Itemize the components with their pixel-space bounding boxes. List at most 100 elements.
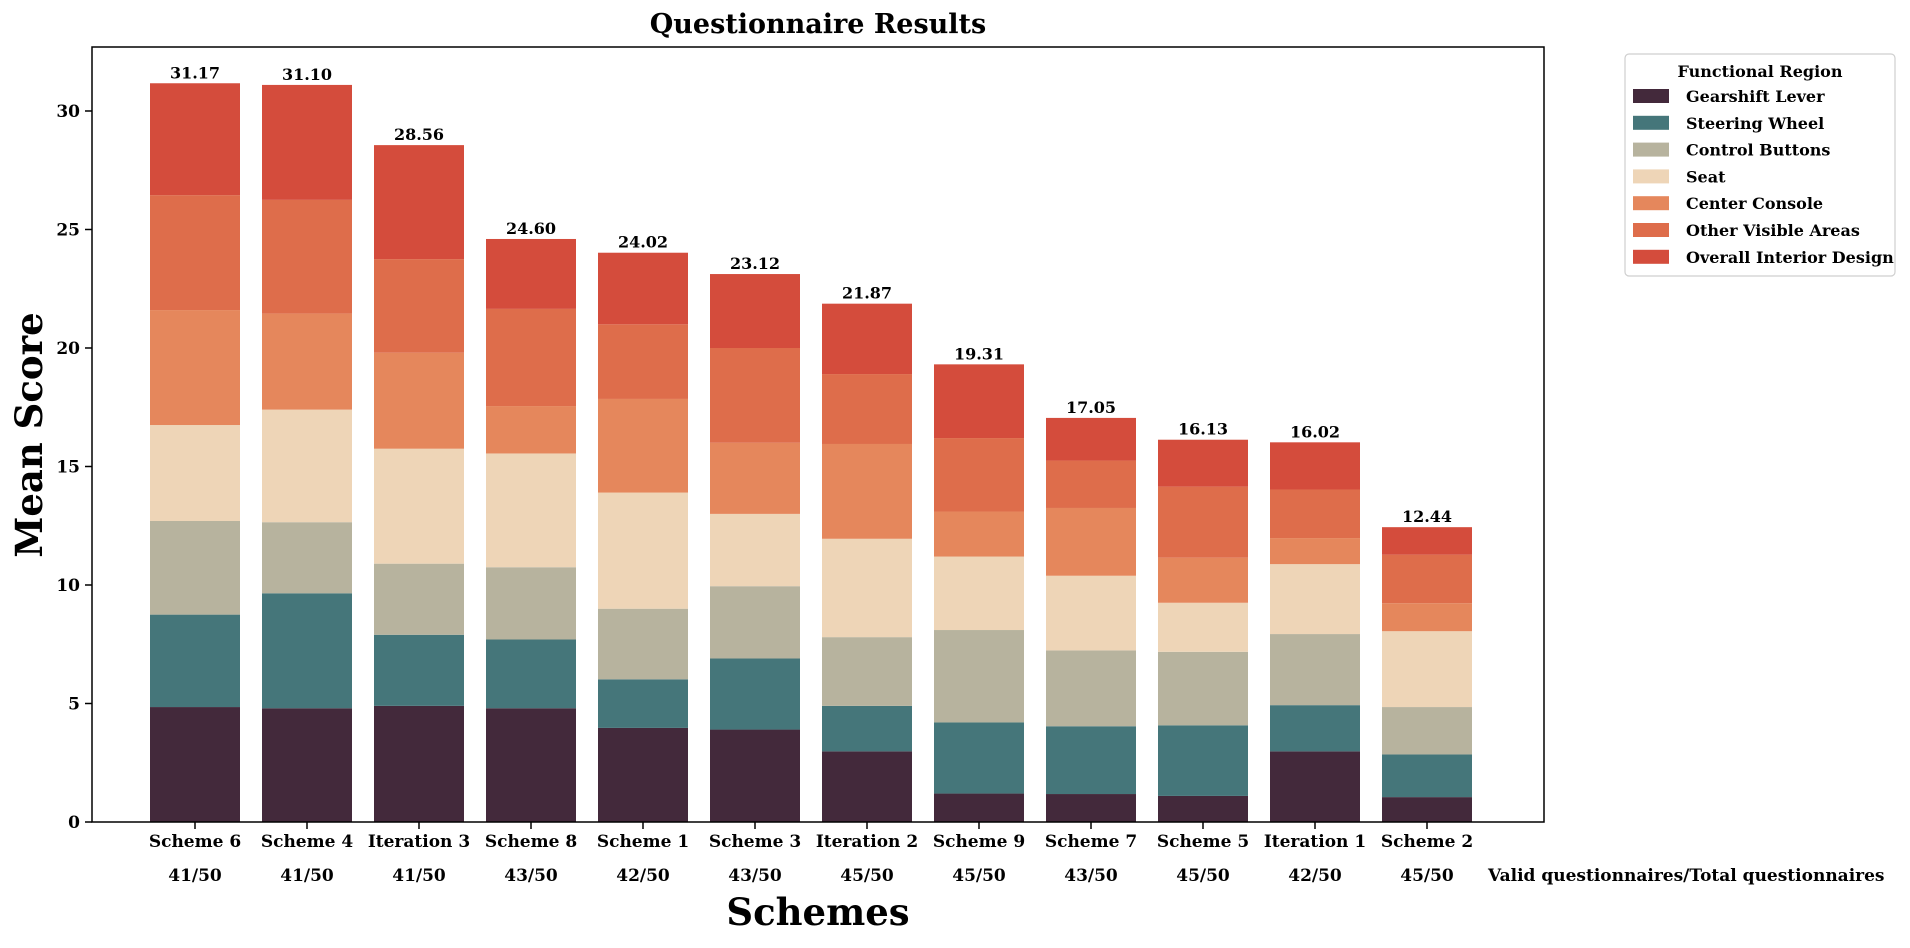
legend-swatch	[1633, 196, 1669, 211]
bar-segment	[1270, 564, 1360, 635]
total-data-label: 19.31	[954, 344, 1004, 363]
bar-segment	[934, 630, 1024, 723]
y-tick-label: 20	[56, 339, 80, 359]
bar-segment	[1158, 439, 1248, 487]
bar-segment	[934, 364, 1024, 439]
bar-segment	[1046, 507, 1136, 576]
x-tick-label: Iteration 3	[368, 832, 470, 852]
legend-entry: Steering Wheel	[1686, 114, 1824, 133]
valid-count-label: 45/50	[952, 866, 1006, 886]
x-axis: Scheme 6 41/50 Scheme 4 41/50 Iteration 3 41/…	[149, 822, 1473, 886]
legend: Functional Region Gearshift Lever Steerin…	[1624, 53, 1896, 277]
legend-swatch	[1633, 142, 1669, 157]
bar-segment	[1382, 631, 1472, 708]
y-tick-label: 25	[56, 220, 80, 240]
x-axis-label: Schemes	[726, 890, 909, 934]
x-tick-label: Scheme 9	[933, 832, 1025, 852]
bar-segment	[822, 538, 912, 638]
valid-count-label: 41/50	[280, 866, 334, 886]
total-data-label: 31.10	[282, 65, 332, 84]
legend-entry: Center Console	[1686, 194, 1823, 213]
y-axis-label: Mean Score	[7, 312, 51, 557]
bar-segment	[150, 310, 240, 426]
valid-count-label: 43/50	[504, 866, 558, 886]
x-tick-label: Scheme 4	[261, 832, 354, 852]
bar-segment	[262, 84, 352, 200]
bar-segment	[598, 608, 688, 680]
bar-segment	[486, 238, 576, 309]
valid-count-label: 45/50	[1176, 866, 1230, 886]
valid-count-label: 41/50	[168, 866, 222, 886]
bar-segment	[374, 259, 464, 353]
x-tick-label: Scheme 1	[597, 832, 689, 852]
valid-counts-label: Valid questionnaires/Total questionnaire…	[1487, 866, 1885, 886]
y-tick-label: 10	[56, 576, 80, 596]
bar-segment	[1270, 634, 1360, 706]
bar-segment	[1382, 707, 1472, 755]
bar-segment	[822, 374, 912, 444]
x-tick-label: Scheme 5	[1157, 832, 1249, 852]
bar-segment	[710, 513, 800, 587]
bar-segment	[262, 522, 352, 594]
bar-segment	[486, 708, 576, 822]
bar-segment	[150, 614, 240, 708]
bar-segment	[1158, 795, 1248, 822]
bar-segment	[710, 586, 800, 659]
legend-title: Functional Region	[1678, 62, 1843, 81]
bar-segment	[1046, 575, 1136, 651]
bar-segment	[486, 406, 576, 454]
bar-segment	[1270, 442, 1360, 490]
bar-segment	[822, 751, 912, 822]
x-tick-label: Iteration 2	[816, 832, 918, 852]
bar-segment	[150, 425, 240, 522]
x-tick-label: Scheme 2	[1381, 832, 1473, 852]
bar-segment	[374, 352, 464, 449]
x-tick-label: Iteration 1	[1264, 832, 1366, 852]
legend-swatch	[1633, 223, 1669, 237]
x-tick-label: Scheme 3	[709, 832, 801, 852]
total-data-label: 12.44	[1402, 507, 1452, 526]
total-data-label: 21.87	[842, 284, 892, 303]
bar-segment	[1382, 754, 1472, 798]
bar-segment	[934, 793, 1024, 822]
x-tick-label: Scheme 8	[485, 832, 577, 852]
bar-segment	[710, 274, 800, 348]
bar-segment	[598, 679, 688, 728]
bar-segment	[710, 729, 800, 822]
total-data-label: 28.56	[394, 125, 444, 144]
total-data-label: 24.60	[506, 219, 556, 238]
bar-segment	[262, 199, 352, 314]
valid-count-label: 43/50	[728, 866, 782, 886]
y-tick-label: 30	[56, 102, 80, 122]
bar-segment	[1382, 797, 1472, 822]
bar-segment	[1046, 726, 1136, 795]
y-tick-label: 15	[56, 457, 80, 477]
legend-entry: Control Buttons	[1686, 141, 1830, 160]
total-data-label: 17.05	[1066, 398, 1116, 417]
x-tick-label: Scheme 7	[1045, 832, 1137, 852]
total-data-label: 23.12	[730, 254, 780, 273]
bar-segment	[598, 398, 688, 493]
bar-segment	[374, 705, 464, 822]
bar-segment	[710, 347, 800, 443]
legend-swatch	[1633, 249, 1669, 264]
bar-segment	[150, 521, 240, 615]
bar-segment	[1046, 460, 1136, 508]
legend-swatch	[1633, 115, 1669, 130]
legend-entry: Other Visible Areas	[1686, 221, 1860, 240]
y-tick-label: 0	[68, 813, 80, 833]
bar-segment	[598, 252, 688, 325]
bar-segment	[150, 83, 240, 196]
total-data-label: 16.13	[1178, 420, 1228, 439]
bar-segment	[486, 308, 576, 407]
bar-segment	[934, 556, 1024, 631]
bar-segment	[486, 639, 576, 709]
total-data-label: 24.02	[618, 233, 668, 252]
y-axis: 0 5 10 15 20 25 30	[56, 102, 92, 833]
valid-count-label: 42/50	[616, 866, 670, 886]
bar-segment	[598, 727, 688, 822]
legend-entry: Seat	[1686, 167, 1726, 186]
bar-segment	[1046, 650, 1136, 727]
bar-segment	[262, 409, 352, 523]
